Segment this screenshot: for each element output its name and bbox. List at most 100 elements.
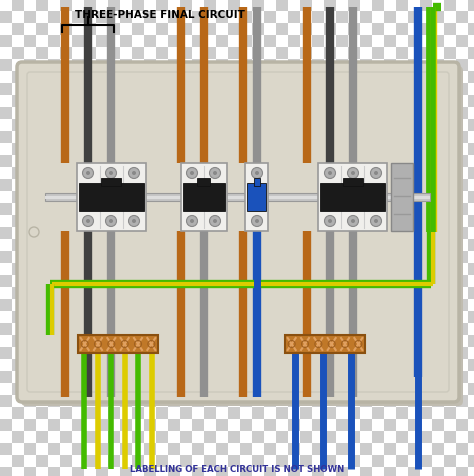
Bar: [324, 204, 336, 216]
Circle shape: [325, 168, 336, 179]
Bar: [0, 60, 12, 72]
Bar: [288, 443, 300, 455]
Bar: [240, 24, 252, 36]
Bar: [144, 96, 156, 108]
Bar: [408, 431, 420, 443]
Bar: [12, 36, 24, 48]
Bar: [408, 407, 420, 419]
Bar: [192, 84, 204, 96]
Bar: [180, 443, 192, 455]
Bar: [264, 24, 276, 36]
Bar: [0, 228, 12, 239]
Bar: [180, 192, 192, 204]
Bar: [156, 251, 168, 263]
Bar: [372, 156, 384, 168]
Bar: [228, 60, 240, 72]
Bar: [168, 168, 180, 179]
Bar: [444, 347, 456, 359]
Bar: [48, 455, 60, 467]
Bar: [108, 383, 120, 395]
Bar: [336, 108, 348, 120]
Bar: [36, 443, 48, 455]
Bar: [420, 335, 432, 347]
Bar: [384, 431, 396, 443]
Bar: [156, 72, 168, 84]
Bar: [288, 299, 300, 311]
Bar: [312, 96, 324, 108]
Bar: [96, 323, 108, 335]
Bar: [264, 12, 276, 24]
Bar: [96, 60, 108, 72]
Bar: [324, 96, 336, 108]
Bar: [288, 156, 300, 168]
Bar: [72, 24, 84, 36]
Bar: [324, 443, 336, 455]
Bar: [264, 132, 276, 144]
Bar: [372, 347, 384, 359]
Bar: [0, 263, 12, 276]
Bar: [96, 120, 108, 132]
Bar: [324, 455, 336, 467]
Bar: [288, 48, 300, 60]
Bar: [456, 72, 468, 84]
Bar: [288, 24, 300, 36]
Bar: [96, 431, 108, 443]
Bar: [24, 288, 36, 299]
Bar: [360, 443, 372, 455]
Bar: [36, 0, 48, 12]
Bar: [12, 228, 24, 239]
Bar: [300, 192, 312, 204]
Bar: [228, 395, 240, 407]
Bar: [108, 276, 120, 288]
Bar: [48, 431, 60, 443]
Bar: [444, 179, 456, 192]
Bar: [288, 347, 300, 359]
Bar: [300, 12, 312, 24]
Bar: [420, 395, 432, 407]
Bar: [240, 60, 252, 72]
Bar: [408, 96, 420, 108]
Bar: [144, 407, 156, 419]
Bar: [360, 216, 372, 228]
Bar: [84, 311, 96, 323]
Bar: [324, 156, 336, 168]
Circle shape: [128, 216, 139, 227]
Bar: [228, 276, 240, 288]
Bar: [48, 311, 60, 323]
Bar: [36, 48, 48, 60]
Bar: [168, 120, 180, 132]
Bar: [432, 168, 444, 179]
Bar: [36, 12, 48, 24]
Bar: [132, 192, 144, 204]
Bar: [360, 251, 372, 263]
Bar: [420, 407, 432, 419]
Bar: [432, 179, 444, 192]
Bar: [0, 359, 12, 371]
Bar: [120, 371, 132, 383]
Bar: [192, 335, 204, 347]
Bar: [24, 419, 36, 431]
Bar: [180, 299, 192, 311]
Bar: [216, 192, 228, 204]
Circle shape: [29, 228, 39, 238]
Bar: [180, 216, 192, 228]
Bar: [132, 144, 144, 156]
Bar: [204, 192, 216, 204]
Bar: [408, 204, 420, 216]
Bar: [252, 419, 264, 431]
Bar: [48, 371, 60, 383]
Bar: [156, 168, 168, 179]
Bar: [108, 48, 120, 60]
Bar: [360, 192, 372, 204]
Bar: [48, 120, 60, 132]
Bar: [324, 251, 336, 263]
Bar: [48, 251, 60, 263]
Bar: [324, 0, 336, 12]
Bar: [240, 132, 252, 144]
Bar: [348, 359, 360, 371]
Bar: [360, 48, 372, 60]
Bar: [264, 455, 276, 467]
Bar: [456, 371, 468, 383]
Bar: [348, 36, 360, 48]
Bar: [444, 239, 456, 251]
